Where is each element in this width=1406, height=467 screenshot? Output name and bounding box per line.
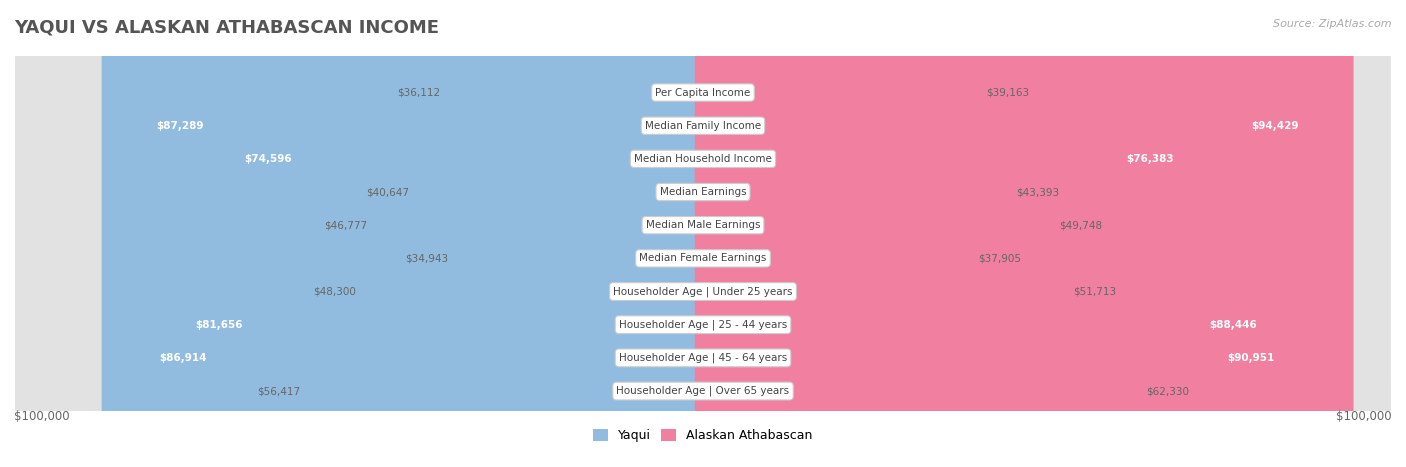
FancyBboxPatch shape (14, 0, 1392, 467)
FancyBboxPatch shape (14, 0, 1392, 467)
FancyBboxPatch shape (188, 0, 711, 467)
Text: Householder Age | 45 - 64 years: Householder Age | 45 - 64 years (619, 353, 787, 363)
Text: $40,647: $40,647 (366, 187, 409, 197)
Text: $43,393: $43,393 (1015, 187, 1059, 197)
FancyBboxPatch shape (695, 0, 1046, 467)
FancyBboxPatch shape (463, 0, 711, 467)
FancyBboxPatch shape (695, 0, 1132, 467)
FancyBboxPatch shape (14, 0, 1392, 467)
FancyBboxPatch shape (315, 0, 711, 467)
Text: $100,000: $100,000 (14, 410, 70, 423)
Text: $46,777: $46,777 (323, 220, 367, 230)
Text: Median Family Income: Median Family Income (645, 120, 761, 131)
FancyBboxPatch shape (14, 0, 1392, 467)
Text: $86,914: $86,914 (159, 353, 207, 363)
Text: $36,112: $36,112 (398, 87, 440, 98)
Text: $49,748: $49,748 (1060, 220, 1102, 230)
Text: Householder Age | 25 - 44 years: Householder Age | 25 - 44 years (619, 319, 787, 330)
FancyBboxPatch shape (454, 0, 711, 467)
FancyBboxPatch shape (104, 0, 711, 467)
Legend: Yaqui, Alaskan Athabascan: Yaqui, Alaskan Athabascan (588, 425, 818, 447)
FancyBboxPatch shape (14, 0, 1392, 467)
Text: $81,656: $81,656 (195, 320, 243, 330)
Text: $51,713: $51,713 (1073, 287, 1116, 297)
FancyBboxPatch shape (101, 0, 711, 467)
Text: $74,596: $74,596 (245, 154, 292, 164)
FancyBboxPatch shape (695, 0, 1312, 467)
Text: Median Female Earnings: Median Female Earnings (640, 254, 766, 263)
FancyBboxPatch shape (695, 0, 1002, 467)
Text: $90,951: $90,951 (1227, 353, 1274, 363)
Text: $94,429: $94,429 (1251, 120, 1299, 131)
Text: $87,289: $87,289 (156, 120, 204, 131)
FancyBboxPatch shape (14, 0, 1392, 467)
Text: Householder Age | Over 65 years: Householder Age | Over 65 years (616, 386, 790, 396)
Text: Median Earnings: Median Earnings (659, 187, 747, 197)
FancyBboxPatch shape (695, 0, 1354, 467)
FancyBboxPatch shape (695, 0, 1059, 467)
FancyBboxPatch shape (381, 0, 711, 467)
FancyBboxPatch shape (141, 0, 711, 467)
FancyBboxPatch shape (14, 0, 1392, 467)
Text: $34,943: $34,943 (405, 254, 449, 263)
Text: Source: ZipAtlas.com: Source: ZipAtlas.com (1274, 19, 1392, 28)
Text: Median Household Income: Median Household Income (634, 154, 772, 164)
FancyBboxPatch shape (14, 0, 1392, 467)
FancyBboxPatch shape (695, 0, 973, 467)
Text: Per Capita Income: Per Capita Income (655, 87, 751, 98)
Text: $56,417: $56,417 (257, 386, 301, 396)
FancyBboxPatch shape (14, 0, 1392, 467)
Text: $100,000: $100,000 (1336, 410, 1392, 423)
Text: $62,330: $62,330 (1146, 386, 1189, 396)
FancyBboxPatch shape (423, 0, 711, 467)
Text: Householder Age | Under 25 years: Householder Age | Under 25 years (613, 286, 793, 297)
FancyBboxPatch shape (14, 0, 1392, 467)
Text: YAQUI VS ALASKAN ATHABASCAN INCOME: YAQUI VS ALASKAN ATHABASCAN INCOME (14, 19, 439, 37)
FancyBboxPatch shape (695, 0, 1229, 467)
Text: $37,905: $37,905 (979, 254, 1021, 263)
FancyBboxPatch shape (370, 0, 711, 467)
FancyBboxPatch shape (695, 0, 965, 467)
FancyBboxPatch shape (695, 0, 1330, 467)
Text: $76,383: $76,383 (1126, 154, 1174, 164)
Text: $48,300: $48,300 (314, 287, 357, 297)
Text: $88,446: $88,446 (1209, 320, 1257, 330)
Text: Median Male Earnings: Median Male Earnings (645, 220, 761, 230)
Text: $39,163: $39,163 (987, 87, 1029, 98)
